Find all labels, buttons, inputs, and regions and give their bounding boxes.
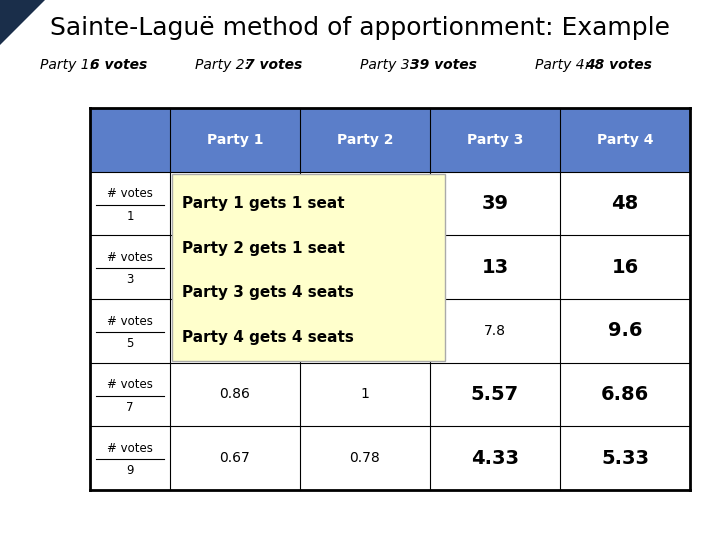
Text: Party 3:: Party 3: <box>360 58 418 72</box>
Text: 1: 1 <box>126 210 134 222</box>
Text: 3: 3 <box>126 273 134 286</box>
Text: 2: 2 <box>228 258 242 276</box>
Text: 48 votes: 48 votes <box>585 58 652 72</box>
Text: Party 1 gets 1 seat: Party 1 gets 1 seat <box>182 196 345 211</box>
Text: 39: 39 <box>482 194 508 213</box>
Text: Party 1:: Party 1: <box>40 58 99 72</box>
Text: 4.33: 4.33 <box>471 449 519 468</box>
Text: # votes: # votes <box>107 315 153 328</box>
Text: Party 3: Party 3 <box>467 133 523 147</box>
Text: 5.57: 5.57 <box>471 385 519 404</box>
Text: 5: 5 <box>126 337 134 350</box>
Text: 1.4: 1.4 <box>354 324 376 338</box>
Text: 7 votes: 7 votes <box>246 58 302 72</box>
Text: Party 2: Party 2 <box>337 133 393 147</box>
Text: Party 2:: Party 2: <box>195 58 253 72</box>
Text: 0.86: 0.86 <box>220 388 251 402</box>
Text: 6 votes: 6 votes <box>91 58 148 72</box>
Text: 6: 6 <box>228 194 242 213</box>
Text: Party 4:: Party 4: <box>535 58 593 72</box>
Text: 5.33: 5.33 <box>601 449 649 468</box>
Text: 2.33: 2.33 <box>341 258 389 276</box>
Bar <box>90 108 690 172</box>
Text: Party 1: Party 1 <box>207 133 264 147</box>
Text: # votes: # votes <box>107 379 153 392</box>
Text: 0.78: 0.78 <box>350 451 380 465</box>
Text: Sainte-Laguë method of apportionment: Example: Sainte-Laguë method of apportionment: Ex… <box>50 16 670 40</box>
Text: 7: 7 <box>126 401 134 414</box>
Text: 48: 48 <box>611 194 639 213</box>
Text: 7: 7 <box>359 194 372 213</box>
Text: 1.2: 1.2 <box>224 324 246 338</box>
Bar <box>172 174 445 361</box>
Text: 13: 13 <box>482 258 508 276</box>
Text: 39 votes: 39 votes <box>410 58 477 72</box>
Text: 9: 9 <box>126 464 134 477</box>
Text: Party 2 gets 1 seat: Party 2 gets 1 seat <box>182 241 345 255</box>
Text: # votes: # votes <box>107 442 153 455</box>
Text: # votes: # votes <box>107 251 153 264</box>
Text: # votes: # votes <box>107 187 153 200</box>
Text: 0.67: 0.67 <box>220 451 251 465</box>
Text: 9.6: 9.6 <box>608 321 642 340</box>
Text: 16: 16 <box>611 258 639 276</box>
Text: Party 4 gets 4 seats: Party 4 gets 4 seats <box>182 329 354 345</box>
Text: Party 4: Party 4 <box>597 133 653 147</box>
Text: Party 3 gets 4 seats: Party 3 gets 4 seats <box>182 285 354 300</box>
Polygon shape <box>0 0 45 45</box>
Text: 6.86: 6.86 <box>601 385 649 404</box>
Text: 7.8: 7.8 <box>484 324 506 338</box>
Text: 1: 1 <box>361 388 369 402</box>
